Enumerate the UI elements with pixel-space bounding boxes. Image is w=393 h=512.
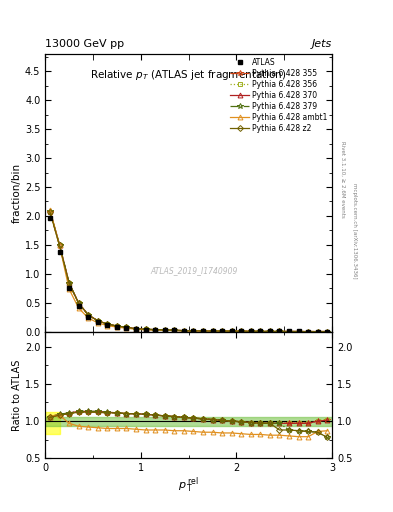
Text: Rivet 3.1.10, ≥ 2.6M events: Rivet 3.1.10, ≥ 2.6M events (340, 141, 345, 218)
Text: 13000 GeV pp: 13000 GeV pp (45, 38, 124, 49)
Y-axis label: fraction/bin: fraction/bin (12, 163, 22, 223)
Legend: ATLAS, Pythia 6.428 355, Pythia 6.428 356, Pythia 6.428 370, Pythia 6.428 379, P: ATLAS, Pythia 6.428 355, Pythia 6.428 35… (227, 55, 331, 136)
Text: ATLAS_2019_I1740909: ATLAS_2019_I1740909 (151, 266, 238, 275)
Bar (45, 412, 60, 435)
Text: mcplots.cern.ch [arXiv:1306.3436]: mcplots.cern.ch [arXiv:1306.3436] (352, 183, 357, 278)
Text: Jets: Jets (312, 38, 332, 49)
X-axis label: $p_{\,\rm T}^{\;\rm rel}$: $p_{\,\rm T}^{\;\rm rel}$ (178, 476, 199, 496)
Y-axis label: Ratio to ATLAS: Ratio to ATLAS (12, 359, 22, 431)
Text: Relative $p_T$ (ATLAS jet fragmentation): Relative $p_T$ (ATLAS jet fragmentation) (90, 68, 287, 81)
